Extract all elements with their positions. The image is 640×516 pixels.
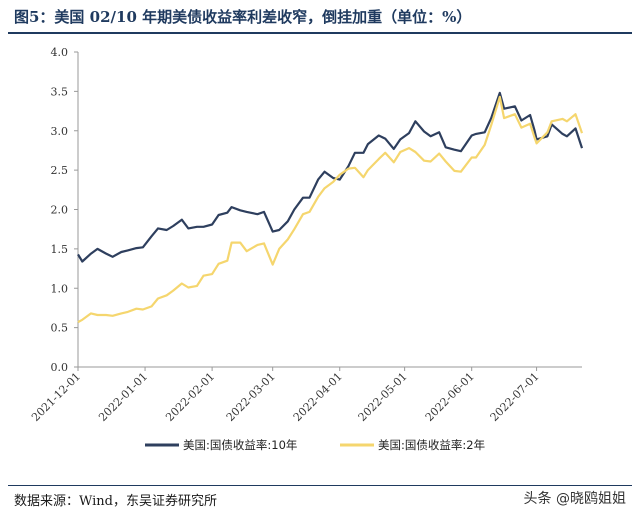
x-tick-label: 2022-01-01 — [96, 370, 150, 424]
y-tick-label: 1.5 — [51, 243, 69, 256]
source-note: 数据来源：Wind，东吴证券研究所 — [14, 494, 217, 509]
series-line-10y — [77, 91, 584, 263]
legend-label: 美国:国债收益率:10年 — [183, 438, 297, 452]
x-tick-label: 2022-02-01 — [163, 370, 217, 424]
watermark: 头条 @晓鸥姐姐 — [523, 491, 626, 507]
x-tick-label: 2022-05-01 — [356, 370, 410, 424]
y-tick-label: 1.0 — [51, 282, 69, 295]
footer-rule — [8, 485, 632, 486]
x-tick-label: 2022-03-01 — [224, 370, 278, 424]
legend: 美国:国债收益率:10年 美国:国债收益率:2年 — [145, 438, 485, 452]
y-tick-label: 2.0 — [51, 204, 69, 217]
y-tick-label: 0.5 — [51, 322, 69, 335]
y-tick-label: 3.0 — [51, 125, 69, 138]
y-tick-label: 2.5 — [51, 164, 69, 177]
x-tick-label: 2022-04-01 — [291, 370, 345, 424]
series-lines — [77, 91, 584, 324]
y-tick-label: 3.5 — [51, 85, 69, 98]
x-tick-label: 2022-07-01 — [488, 370, 542, 424]
title-rule — [8, 32, 632, 34]
series-line-2y — [77, 95, 584, 324]
x-tick-label: 2022-06-01 — [423, 370, 477, 424]
y-tick-label: 0.0 — [51, 361, 69, 374]
chart-title: 图5：美国 02/10 年期美债收益率利差收窄，倒挂加重（单位：%） — [14, 8, 472, 26]
x-tick-label: 2021-12-01 — [29, 370, 83, 424]
y-tick-label: 4.0 — [51, 46, 69, 59]
legend-label: 美国:国债收益率:2年 — [378, 438, 485, 452]
